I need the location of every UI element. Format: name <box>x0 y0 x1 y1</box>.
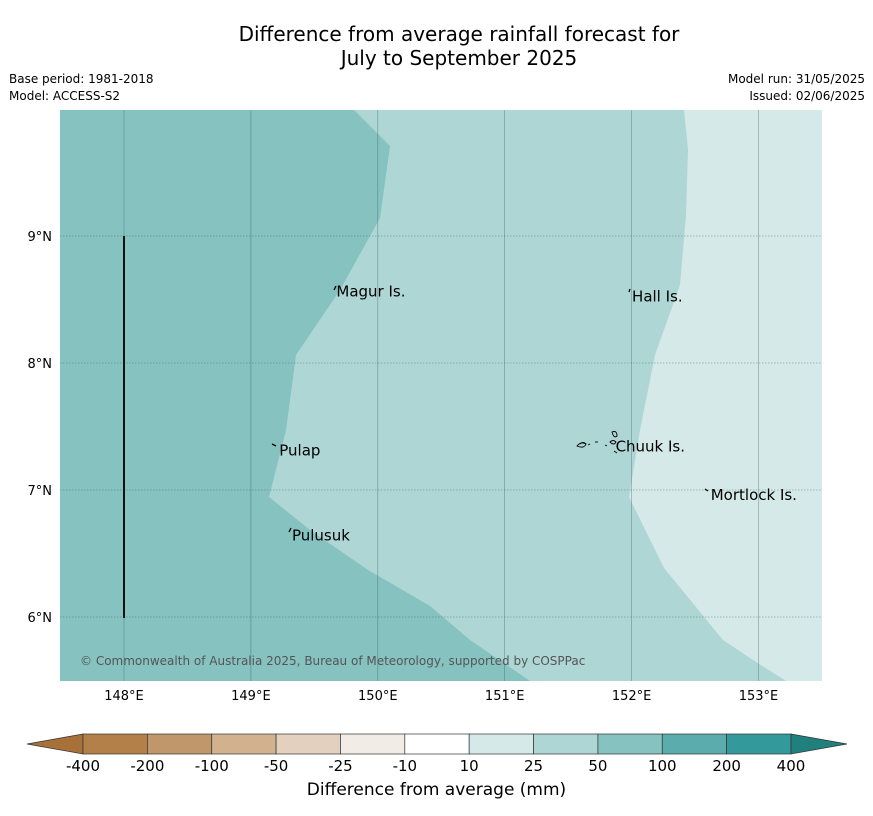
place-label: Hall Is. <box>632 288 683 306</box>
place-label: Mortlock Is. <box>711 486 797 504</box>
colorbar-tick-label: -400 <box>66 757 100 775</box>
island-outlines <box>271 285 709 533</box>
map-title: Difference from average rainfall forecas… <box>0 22 873 70</box>
colorbar-tick-label: 50 <box>588 757 607 775</box>
colorbar-tick-label: -200 <box>130 757 164 775</box>
colorbar-swatch <box>82 733 148 755</box>
place-label: Chuuk Is. <box>616 438 685 456</box>
colorbar-tick-label: -100 <box>195 757 229 775</box>
colorbar-tick-label: 10 <box>460 757 479 775</box>
chuuk-lagoon-outline <box>576 431 618 454</box>
pulap-island-outline <box>271 443 277 447</box>
latitude-label: 6°N <box>28 611 53 626</box>
base-period: Base period: 1981-2018 <box>9 72 154 86</box>
issued-date: Issued: 02/06/2025 <box>749 89 865 103</box>
colorbar-tick-label: 25 <box>524 757 543 775</box>
model-run: Model run: 31/05/2025 <box>727 72 865 86</box>
colorbar-swatch <box>597 733 663 755</box>
colorbar-tick-label: -50 <box>264 757 289 775</box>
mortlock-island-outline <box>704 488 709 492</box>
latitude-label: 8°N <box>28 357 53 372</box>
longitude-labels: 148°E 149°E 150°E 151°E 152°E 153°E <box>104 689 778 704</box>
colorbar-extend-low <box>26 733 84 755</box>
colorbar-swatch <box>661 733 727 755</box>
map-area <box>60 110 822 681</box>
hall-island-outline <box>628 288 631 293</box>
colorbar-title: Difference from average (mm) <box>306 780 567 800</box>
colorbar-swatch <box>726 733 792 755</box>
place-label: Pulusuk <box>292 526 350 544</box>
colorbar <box>26 733 848 755</box>
colorbar-tick-label: 200 <box>712 757 741 775</box>
meta-left: Base period: 1981-2018 Model: ACCESS-S2 <box>9 71 154 105</box>
colorbar-tick-labels: -400 -200 -100 -50 -25 -10 10 25 50 100 200 400 <box>66 757 805 775</box>
colorbar-swatch <box>404 733 470 755</box>
copyright-notice: © Commonwealth of Australia 2025, Bureau… <box>80 654 585 668</box>
colorbar-swatch <box>211 733 277 755</box>
place-label: Magur Is. <box>336 283 405 301</box>
colorbar-tick-label: 400 <box>777 757 806 775</box>
longitude-label: 151°E <box>485 689 525 704</box>
colorbar-tick-label: 100 <box>648 757 677 775</box>
longitude-label: 149°E <box>231 689 271 704</box>
colorbar-swatch <box>340 733 406 755</box>
latitude-labels: 9°N 8°N 7°N 6°N <box>28 230 53 626</box>
latitude-label: 7°N <box>28 484 53 499</box>
place-label: Pulap <box>279 441 320 459</box>
colorbar-tick-label: -10 <box>393 757 418 775</box>
latitude-label: 9°N <box>28 230 53 245</box>
colorbar-extend-high <box>790 733 848 755</box>
colorbar-swatch <box>275 733 341 755</box>
meta-right: Model run: 31/05/2025 Issued: 02/06/2025 <box>728 71 865 105</box>
colorbar-swatch <box>468 733 534 755</box>
title-line-1: Difference from average rainfall forecas… <box>238 22 680 46</box>
title-line-2: July to September 2025 <box>340 46 578 70</box>
model-name: Model: ACCESS-S2 <box>9 89 121 103</box>
longitude-label: 148°E <box>104 689 144 704</box>
colorbar-swatch <box>147 733 213 755</box>
graticule <box>60 110 822 681</box>
magur-island-outline <box>333 285 337 291</box>
pulusuk-island-outline <box>288 527 292 533</box>
zone-10-to-25 <box>629 110 822 681</box>
longitude-label: 153°E <box>739 689 779 704</box>
longitude-label: 152°E <box>612 689 652 704</box>
longitude-label: 150°E <box>358 689 398 704</box>
colorbar-swatch <box>533 733 599 755</box>
colorbar-tick-label: -25 <box>328 757 353 775</box>
place-labels: Magur Is. Hall Is. Pulap Chuuk Is. Mortlock … <box>279 283 797 545</box>
